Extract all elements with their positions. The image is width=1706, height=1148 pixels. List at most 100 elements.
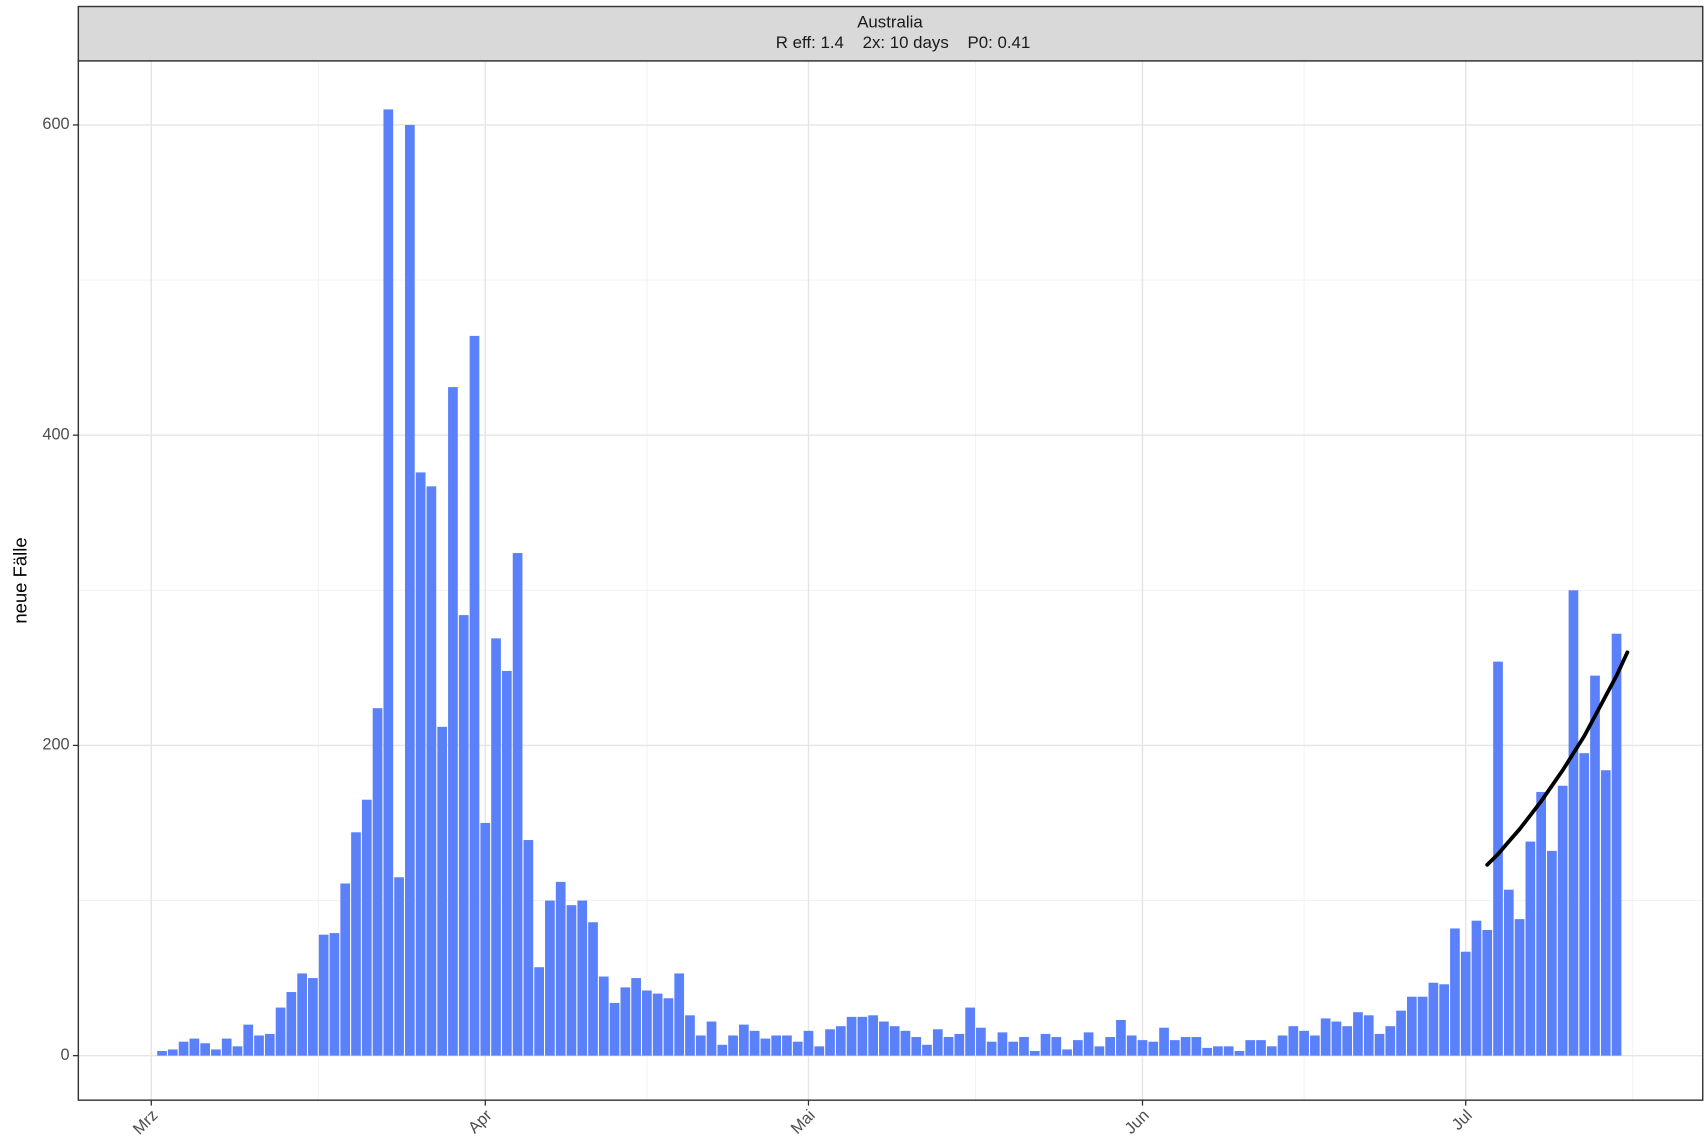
bar xyxy=(1040,1033,1051,1056)
grid xyxy=(78,60,1703,1101)
bar xyxy=(534,967,544,1056)
bar xyxy=(351,832,361,1056)
bar xyxy=(405,124,415,1056)
bar xyxy=(372,708,383,1056)
bar xyxy=(211,1049,221,1056)
bar xyxy=(1320,1018,1331,1056)
bar xyxy=(954,1033,965,1056)
bar xyxy=(157,1050,167,1056)
bar xyxy=(588,922,598,1056)
bar xyxy=(1191,1037,1202,1056)
bar xyxy=(1019,1037,1029,1056)
chart-subtitle: R eff: 1.4 2x: 10 days P0: 0.41 xyxy=(776,33,1030,52)
bar xyxy=(469,335,480,1056)
bar xyxy=(1256,1040,1266,1056)
bar xyxy=(1428,982,1439,1056)
y-tick-label: 600 xyxy=(42,115,69,133)
bar xyxy=(857,1016,868,1056)
bar xyxy=(1180,1037,1191,1056)
bar xyxy=(1353,1012,1363,1056)
bar xyxy=(1471,920,1482,1056)
y-tick-label: 0 xyxy=(61,1046,70,1064)
bar xyxy=(264,1033,275,1056)
bar xyxy=(1126,1035,1137,1056)
bar xyxy=(1008,1041,1019,1056)
bar xyxy=(965,1007,975,1056)
bar xyxy=(448,387,458,1056)
bar xyxy=(308,978,318,1056)
bar xyxy=(1310,1035,1320,1056)
bar xyxy=(1105,1037,1116,1056)
bar xyxy=(620,987,631,1056)
bar xyxy=(1385,1026,1396,1056)
y-tick-label: 200 xyxy=(42,736,69,754)
bar xyxy=(695,1035,706,1056)
bar xyxy=(749,1030,760,1056)
bar xyxy=(1503,889,1514,1056)
bar xyxy=(329,933,340,1056)
bar xyxy=(642,990,652,1056)
bar xyxy=(512,553,523,1056)
bar xyxy=(297,973,307,1056)
bar xyxy=(1406,996,1417,1056)
bar xyxy=(361,799,372,1056)
bar xyxy=(814,1046,825,1056)
bar xyxy=(943,1037,954,1056)
bar xyxy=(1611,633,1622,1056)
bar xyxy=(1396,1010,1406,1056)
bar xyxy=(426,486,437,1056)
bar xyxy=(1600,770,1611,1056)
bar xyxy=(318,934,329,1056)
bar xyxy=(1299,1030,1309,1056)
bar xyxy=(1072,1040,1083,1056)
bar xyxy=(178,1041,189,1056)
bar xyxy=(771,1035,782,1056)
bar xyxy=(1525,841,1536,1056)
bar xyxy=(1374,1033,1385,1056)
bar xyxy=(340,883,351,1056)
bar xyxy=(1094,1046,1105,1056)
bar xyxy=(663,998,674,1056)
bar xyxy=(1417,996,1428,1056)
marks xyxy=(157,109,1630,1056)
bar xyxy=(1266,1046,1277,1056)
bar xyxy=(598,976,609,1056)
bar xyxy=(1062,1049,1072,1056)
bar xyxy=(1169,1040,1180,1056)
bar xyxy=(1547,850,1557,1056)
bar xyxy=(1288,1026,1299,1056)
bar xyxy=(458,615,469,1056)
bar xyxy=(167,1049,178,1056)
bar xyxy=(243,1024,254,1056)
bar xyxy=(1277,1035,1288,1056)
bar xyxy=(286,992,297,1056)
bar xyxy=(1450,928,1460,1056)
bar xyxy=(1234,1050,1245,1056)
bar xyxy=(275,1007,286,1056)
bar xyxy=(835,1026,846,1056)
bar xyxy=(1202,1047,1212,1056)
bar xyxy=(491,638,501,1056)
bar xyxy=(1493,661,1503,1056)
bar xyxy=(555,881,566,1056)
bar xyxy=(415,472,426,1056)
bar xyxy=(566,905,577,1056)
y-axis-label: neue Fälle xyxy=(10,537,31,623)
bar xyxy=(889,1026,900,1056)
bar xyxy=(879,1021,889,1056)
bar xyxy=(1342,1026,1353,1056)
bar xyxy=(383,109,394,1056)
bar xyxy=(932,1029,943,1056)
chart-title: Australia xyxy=(857,12,923,31)
bar xyxy=(1514,919,1525,1056)
bar xyxy=(1536,791,1546,1056)
bar xyxy=(437,726,448,1056)
bar xyxy=(1083,1032,1094,1056)
bar xyxy=(846,1016,857,1056)
bar xyxy=(825,1029,835,1056)
bar xyxy=(717,1044,728,1056)
bar xyxy=(1568,590,1579,1056)
bar xyxy=(900,1030,911,1056)
